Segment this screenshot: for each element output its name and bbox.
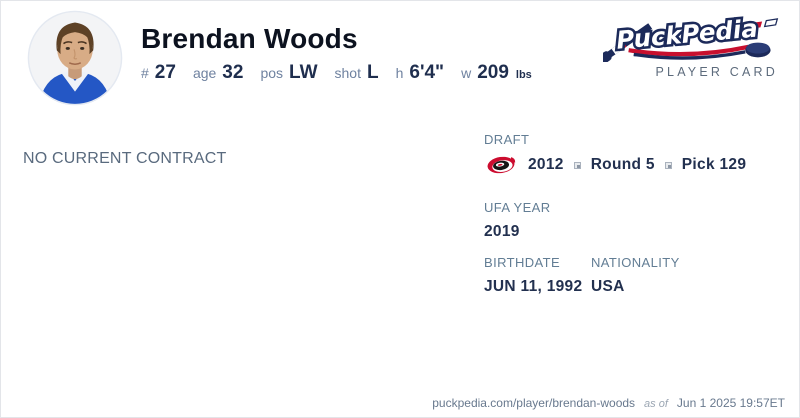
stat-shot: shot L — [334, 62, 379, 83]
separator-icon — [664, 161, 672, 169]
draft-year: 2012 — [528, 156, 564, 173]
player-name: Brendan Woods — [141, 23, 358, 54]
snapshot-timestamp: Jun 1 2025 19:57ET — [676, 396, 785, 410]
stat-jersey-number: # 27 — [141, 62, 176, 83]
draft-pick: Pick 129 — [681, 156, 747, 173]
nationality-label: NATIONALITY — [591, 255, 680, 270]
birthdate-section: BIRTHDATE JUN 11, 1992 — [484, 255, 591, 296]
birthdate-label: BIRTHDATE — [484, 255, 561, 270]
ufa-label: UFA YEAR — [484, 200, 551, 215]
stat-weight: w 209 lbs — [461, 62, 532, 83]
carolina-hurricanes-logo — [487, 156, 516, 174]
stat-height: h 6'4" — [395, 62, 445, 83]
header: Brendan Woods # 27 age 32 pos LW shot L … — [141, 23, 532, 84]
birthdate-value: JUN 11, 1992 — [484, 278, 583, 295]
contract-status: NO CURRENT CONTRACT — [23, 150, 227, 167]
brand-block: PuckPedia PLAYER CARD — [603, 13, 781, 79]
draft-section: DRAFT 2012 Round 5 Pick 129 — [484, 132, 746, 176]
separator-icon — [573, 161, 581, 169]
footer: puckpedia.com/player/brendan-woods as of… — [432, 396, 785, 410]
stat-age: age 32 — [192, 62, 244, 83]
stat-position: pos LW — [260, 62, 318, 83]
draft-round: Round 5 — [590, 156, 655, 173]
player-url-link[interactable]: puckpedia.com/player/brendan-woods — [432, 396, 636, 410]
dash-icon — [747, 21, 763, 30]
ufa-year: 2019 — [484, 223, 520, 240]
nationality-section: NATIONALITY USA — [591, 255, 680, 296]
draft-label: DRAFT — [484, 132, 530, 147]
draft-details: 2012 Round 5 Pick 129 — [484, 154, 746, 176]
player-avatar — [27, 10, 123, 106]
player-card-tagline: PLAYER CARD — [655, 65, 778, 79]
player-photo-icon — [27, 10, 123, 106]
puckpedia-logo: PuckPedia — [603, 13, 779, 62]
player-stats: # 27 age 32 pos LW shot L h 6'4" w 209 — [141, 62, 532, 84]
bio-section: BIRTHDATE JUN 11, 1992 NATIONALITY USA — [484, 255, 680, 296]
nationality-value: USA — [591, 278, 625, 295]
as-of-label: as of — [644, 398, 668, 410]
hockey-stick-icon — [603, 23, 653, 62]
ufa-section: UFA YEAR 2019 — [484, 200, 551, 241]
